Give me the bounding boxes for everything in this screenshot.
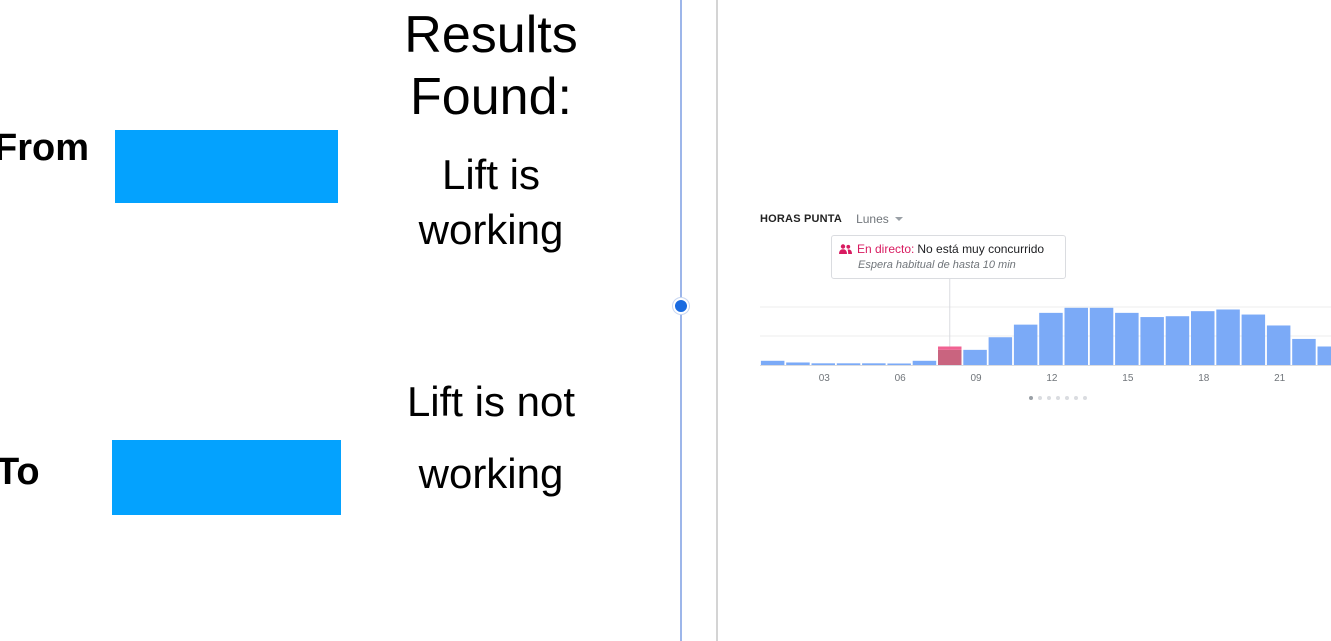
chart-tick-label: 21: [1274, 373, 1286, 384]
chart-bar: [887, 363, 911, 365]
chart-bar: [1191, 311, 1215, 365]
chart-bar: [1013, 324, 1038, 365]
status-working-line2: working: [418, 206, 564, 253]
chart-bar: [1115, 312, 1139, 365]
page-dot[interactable]: [1047, 396, 1051, 400]
live-label: En directo:: [857, 242, 915, 256]
chart-bar: [938, 349, 962, 365]
page-dot[interactable]: [1065, 396, 1069, 400]
panel-edge-divider: [716, 0, 718, 641]
wait-time-note: Espera habitual de hasta 10 min: [858, 259, 1016, 271]
chart-bar: [1064, 307, 1088, 365]
to-field[interactable]: [112, 440, 341, 515]
chart-bar: [1216, 309, 1240, 365]
chart-tick-label: 06: [895, 373, 907, 384]
chart-bar: [963, 349, 987, 365]
chart-tick-label: 09: [970, 373, 982, 384]
from-label: From: [0, 127, 89, 169]
chart-bar: [811, 363, 835, 365]
popular-times-chart: 03 06 09 12 15 18 21: [760, 279, 1331, 384]
chart-bar: [862, 363, 886, 365]
splitter-handle[interactable]: [673, 298, 689, 314]
chart-bar: [1317, 346, 1331, 365]
chart-tick-label: 18: [1198, 373, 1210, 384]
chart-bar: [786, 362, 810, 365]
chart-bar: [1241, 314, 1266, 365]
chart-bar: [912, 360, 937, 365]
popular-times-title: HORAS PUNTA: [760, 213, 843, 225]
splitter-line: [680, 0, 682, 641]
chart-bar: [1292, 338, 1316, 365]
day-selector[interactable]: Lunes: [856, 212, 903, 226]
chart-bar: [1165, 316, 1190, 365]
popular-times-header: HORAS PUNTA Lunes: [760, 211, 903, 227]
results-title: Results Found:: [380, 4, 602, 128]
from-field[interactable]: [115, 130, 338, 203]
status-not-working-line2: working: [418, 450, 564, 497]
chart-bar: [760, 360, 785, 365]
page-dot[interactable]: [1074, 396, 1078, 400]
chart-bar: [1140, 317, 1164, 365]
chart-tick-label: 12: [1046, 373, 1058, 384]
chart-bar: [988, 337, 1013, 365]
results-title-line1: Results: [404, 6, 578, 64]
page-dots: [1029, 396, 1087, 400]
to-label: To: [0, 451, 40, 493]
live-status-line: En directo: No está muy concurrido: [839, 241, 1065, 257]
chart-bar: [836, 363, 861, 365]
chart-bar: [1039, 312, 1063, 365]
live-status-box: En directo: No está muy concurrido Esper…: [831, 235, 1066, 279]
chart-bar: [1089, 307, 1114, 365]
status-working-line1: Lift is: [441, 151, 541, 198]
day-selector-label: Lunes: [856, 212, 889, 226]
live-status-text: No está muy concurrido: [917, 242, 1045, 256]
results-title-line2: Found:: [410, 68, 572, 126]
chart-tick-label: 03: [819, 373, 831, 384]
people-icon: [839, 244, 852, 254]
chart-bar: [1266, 325, 1291, 365]
caret-down-icon: [894, 217, 903, 221]
page-dot[interactable]: [1083, 396, 1087, 400]
page-dot[interactable]: [1038, 396, 1042, 400]
status-not-working-line1: Lift is not: [406, 378, 576, 425]
chart-tick-label: 15: [1122, 373, 1134, 384]
chart-live-bar: [938, 346, 962, 350]
page-dot[interactable]: [1056, 396, 1060, 400]
page-dot[interactable]: [1029, 396, 1033, 400]
